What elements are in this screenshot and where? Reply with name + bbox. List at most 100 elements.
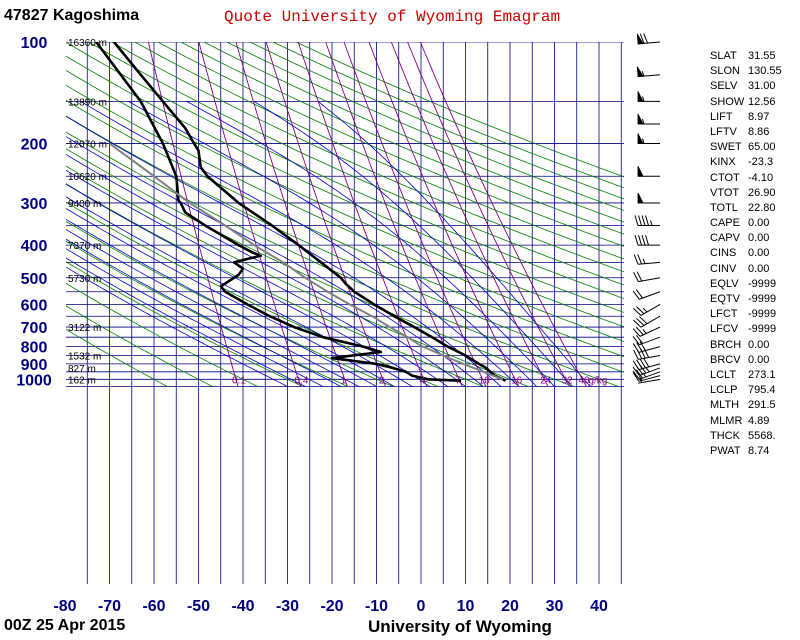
height-label: 10620 m bbox=[68, 172, 107, 183]
wind-barb-feather bbox=[636, 271, 643, 282]
chart-title: Quote University of Wyoming Emagram bbox=[224, 8, 561, 26]
wind-barb-staff bbox=[639, 371, 661, 380]
height-label: 9400 m bbox=[68, 199, 101, 210]
wind-barb-staff bbox=[638, 375, 661, 382]
index-key: CINV bbox=[710, 262, 737, 275]
index-key: MLTH bbox=[710, 399, 740, 412]
mixing-ratio-line bbox=[147, 42, 239, 387]
moist-adiabat bbox=[66, 136, 484, 387]
y-tick-label: 700 bbox=[21, 320, 48, 337]
wind-barb bbox=[632, 326, 661, 337]
wind-barb-feather bbox=[632, 336, 640, 346]
dry-adiabat bbox=[66, 261, 303, 387]
index-row: LIFT 8.97 bbox=[710, 110, 782, 125]
index-value: 8.74 bbox=[748, 444, 770, 457]
index-key: SHOW bbox=[710, 95, 745, 108]
wind-barb-feather bbox=[634, 234, 639, 246]
wind-barb-feather bbox=[635, 326, 644, 336]
wind-barb-staff bbox=[639, 336, 661, 346]
moist-adiabat bbox=[66, 169, 448, 387]
y-tick-label: 800 bbox=[21, 340, 48, 357]
index-row: KINX -23.3 bbox=[710, 155, 782, 170]
wind-barbs bbox=[632, 33, 661, 384]
height-label: 5730 m bbox=[68, 274, 101, 285]
index-value: -9999 bbox=[748, 277, 777, 290]
wind-barb-half-feather bbox=[645, 367, 650, 373]
wind-barb bbox=[633, 315, 661, 328]
wind-barb-pennant bbox=[637, 192, 644, 204]
credit-label: University of Wyoming bbox=[368, 617, 552, 636]
index-value: 273.1 bbox=[748, 368, 776, 381]
index-row: EQTV -9999 bbox=[710, 292, 782, 307]
index-row: LFCV -9999 bbox=[710, 322, 782, 337]
x-tick-label: -20 bbox=[320, 598, 343, 615]
wind-barb bbox=[636, 66, 661, 78]
wind-barb-feather bbox=[639, 358, 646, 369]
x-tick-label: -40 bbox=[231, 598, 254, 615]
wind-barb-staff bbox=[639, 326, 661, 337]
wind-barb-pennant bbox=[637, 133, 644, 144]
index-value: 12.56 bbox=[748, 95, 776, 108]
index-key: VTOT bbox=[710, 186, 740, 199]
mixing-ratio-label: 16 bbox=[511, 375, 523, 386]
index-key: CINS bbox=[710, 247, 737, 260]
y-tick-label: 900 bbox=[21, 357, 48, 374]
mixing-ratio-line bbox=[325, 42, 463, 387]
moist-adiabat bbox=[66, 238, 342, 387]
wind-barb-feather bbox=[635, 334, 644, 344]
wind-barb-feather bbox=[632, 372, 640, 382]
index-value: 0.00 bbox=[748, 232, 770, 245]
wind-barb-feather bbox=[643, 33, 649, 44]
x-tick-label: 40 bbox=[590, 598, 608, 615]
wind-barb-feather bbox=[633, 319, 642, 328]
wind-barb bbox=[632, 289, 661, 300]
wind-barb-feather bbox=[636, 306, 645, 315]
wind-barb bbox=[636, 33, 661, 45]
wind-barb-staff bbox=[639, 367, 661, 376]
mixing-ratio-label: 24 bbox=[540, 375, 552, 386]
wind-barb-pennant bbox=[637, 91, 644, 102]
moist-adiabat bbox=[66, 208, 395, 387]
index-row: TOTL 22.80 bbox=[710, 201, 782, 216]
index-key: SELV bbox=[710, 80, 738, 93]
y-tick-label: 600 bbox=[21, 297, 48, 314]
index-value: 291.5 bbox=[748, 399, 776, 412]
index-key: BRCH bbox=[710, 338, 742, 351]
wind-barb-half-feather bbox=[638, 375, 643, 381]
x-tick-label: -50 bbox=[187, 598, 210, 615]
dewpoint-profile bbox=[95, 42, 462, 383]
index-row: SWET 65.00 bbox=[710, 140, 782, 155]
index-row: SLAT 31.55 bbox=[710, 49, 782, 64]
wind-barb-feather bbox=[641, 215, 646, 226]
index-row: SLON 130.55 bbox=[710, 64, 782, 79]
dry-adiabat bbox=[272, 42, 624, 189]
wind-barb-feather bbox=[632, 343, 640, 353]
index-key: THCK bbox=[710, 429, 740, 442]
wind-barb bbox=[633, 254, 661, 265]
mixing-ratio-label: 4 bbox=[420, 375, 426, 386]
index-row: LCLT 273.1 bbox=[710, 368, 782, 383]
wind-barb-feather bbox=[633, 307, 642, 316]
x-tick-label: 0 bbox=[417, 598, 426, 615]
dry-adiabat bbox=[66, 201, 439, 387]
wind-barb-staff bbox=[638, 378, 661, 384]
index-value: -9999 bbox=[748, 308, 777, 321]
wind-barb-half-feather bbox=[642, 118, 645, 125]
mixing-ratio-line bbox=[390, 42, 549, 387]
x-tick-label: -10 bbox=[365, 598, 388, 615]
wind-barb-feather bbox=[633, 349, 639, 360]
index-row: EQLV -9999 bbox=[710, 277, 782, 292]
height-label: 162 m bbox=[68, 375, 96, 386]
wind-barb bbox=[637, 192, 660, 204]
wind-barb-half-feather bbox=[642, 258, 646, 264]
stability-indices: SLAT 31.55 SLON 130.55 SELV 31.00 SHOW 12.56 LIF… bbox=[710, 49, 782, 459]
dry-adiabat bbox=[66, 165, 529, 387]
station-name: 47827 Kagoshima bbox=[4, 7, 140, 24]
moist-adiabat bbox=[253, 101, 573, 387]
wind-barb-half-feather bbox=[642, 329, 647, 334]
moist-adiabat bbox=[66, 229, 359, 387]
index-key: LFTV bbox=[710, 125, 737, 138]
wind-barb-feather bbox=[635, 369, 644, 379]
wind-barb-half-feather bbox=[642, 96, 645, 102]
